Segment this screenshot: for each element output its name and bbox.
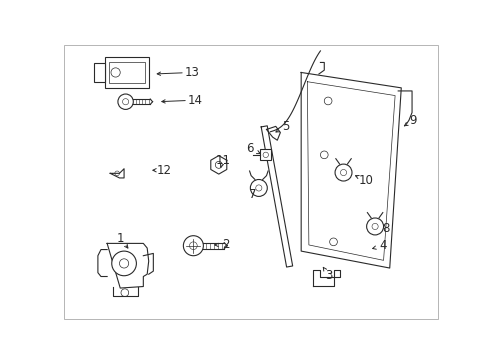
Polygon shape <box>261 126 293 267</box>
Text: 6: 6 <box>246 142 254 155</box>
Circle shape <box>357 245 369 257</box>
Text: 10: 10 <box>358 174 373 187</box>
Text: 7: 7 <box>249 188 256 201</box>
Text: 1: 1 <box>117 231 124 244</box>
Bar <box>260 149 271 160</box>
Polygon shape <box>313 270 341 286</box>
Bar <box>94 63 105 82</box>
Text: 9: 9 <box>409 114 416 127</box>
Text: 5: 5 <box>282 120 290 133</box>
Circle shape <box>112 251 136 276</box>
Circle shape <box>250 180 268 197</box>
Text: 8: 8 <box>382 221 390 234</box>
Polygon shape <box>107 243 149 288</box>
Circle shape <box>335 164 352 181</box>
Text: 13: 13 <box>184 66 199 79</box>
Circle shape <box>367 218 384 235</box>
Text: 4: 4 <box>379 239 387 252</box>
Text: 14: 14 <box>187 94 202 107</box>
Text: 3: 3 <box>325 269 333 282</box>
Circle shape <box>118 94 133 109</box>
Bar <box>109 62 145 83</box>
Circle shape <box>183 236 203 256</box>
Polygon shape <box>301 72 401 268</box>
Text: 2: 2 <box>222 238 229 251</box>
Text: 12: 12 <box>157 164 172 177</box>
Bar <box>105 57 149 88</box>
Text: 11: 11 <box>216 154 231 167</box>
